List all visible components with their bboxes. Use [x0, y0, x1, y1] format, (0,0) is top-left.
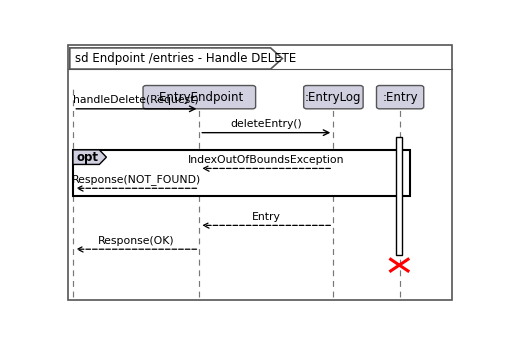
Text: Response(NOT_FOUND): Response(NOT_FOUND) — [72, 174, 201, 185]
Polygon shape — [73, 150, 106, 164]
FancyBboxPatch shape — [143, 86, 256, 109]
Polygon shape — [70, 48, 282, 69]
Bar — [73, 150, 410, 196]
FancyBboxPatch shape — [304, 86, 363, 109]
Text: handleDelete(Request): handleDelete(Request) — [74, 95, 199, 105]
Text: Entry: Entry — [252, 212, 281, 222]
Text: :EntryEndpoint: :EntryEndpoint — [155, 91, 243, 104]
Text: Response(OK): Response(OK) — [98, 236, 175, 246]
Text: :EntryLog: :EntryLog — [305, 91, 361, 104]
Text: IndexOutOfBoundsException: IndexOutOfBoundsException — [188, 155, 344, 165]
Text: deleteEntry(): deleteEntry() — [231, 119, 302, 129]
Text: opt: opt — [76, 151, 98, 164]
Text: :Entry: :Entry — [383, 91, 418, 104]
FancyBboxPatch shape — [376, 86, 424, 109]
Bar — [396, 137, 402, 255]
Text: sd Endpoint /entries - Handle DELETE: sd Endpoint /entries - Handle DELETE — [75, 52, 296, 65]
